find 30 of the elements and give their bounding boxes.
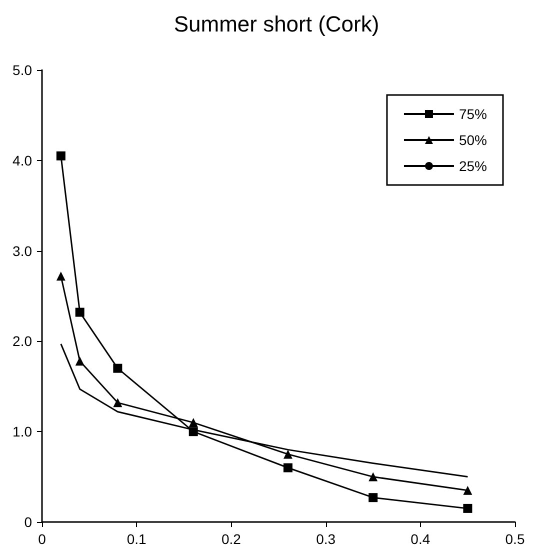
point [368, 493, 378, 502]
point [463, 486, 472, 495]
point [75, 308, 84, 317]
y-tick-label: 0 [24, 514, 32, 530]
y-tick-label: 3.0 [12, 242, 32, 259]
legend-label: 25% [458, 158, 488, 174]
x-tick-label: 0.5 [505, 531, 525, 547]
point [75, 356, 84, 366]
point [188, 427, 198, 436]
legend-label: 50% [458, 132, 488, 148]
x-tick-label: 0.4 [410, 531, 430, 547]
chart-title: Summer short (Cork) [174, 12, 380, 36]
legend-label: 75% [458, 106, 488, 122]
point [113, 398, 122, 408]
y-tick-label: 2.0 [12, 333, 32, 350]
point [56, 272, 66, 281]
point [463, 504, 472, 513]
point [368, 472, 378, 482]
x-tick-label: 0.2 [221, 531, 242, 547]
y-tick-label: 1.0 [12, 424, 32, 440]
point [188, 418, 198, 428]
y-tick-label: 5.0 [12, 62, 32, 78]
point [56, 151, 66, 160]
point [283, 463, 292, 472]
x-tick-label: 0.3 [316, 531, 336, 547]
y-tick-label: 4.0 [12, 152, 32, 168]
x-tick-label: 0.1 [126, 531, 147, 547]
x-tick-label: 0 [38, 531, 46, 547]
point [113, 364, 122, 373]
point [283, 450, 292, 459]
